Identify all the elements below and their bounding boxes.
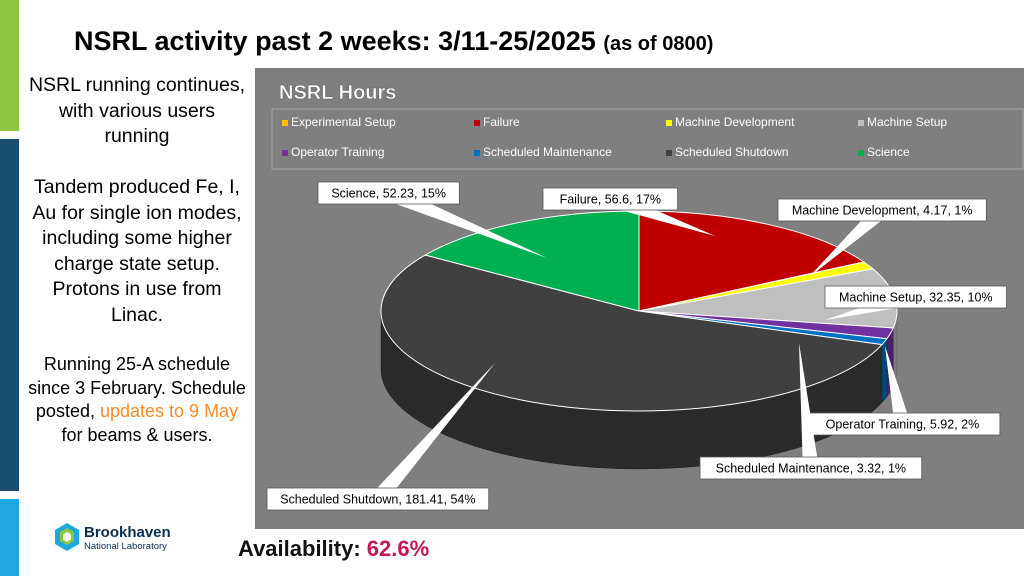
chart-legend: Experimental Setup Failure Machine Develop… [282, 115, 947, 159]
schedule-text-end: for beams & users. [61, 424, 213, 445]
legend-swatch-scheduled-maintenance [474, 150, 480, 156]
stripe-navy [0, 139, 19, 491]
pie-slices [380, 210, 898, 412]
callout-pointer-operator-training [885, 346, 911, 426]
callout-box-scheduled-shutdown [266, 487, 490, 511]
legend-label-machine-development: Machine Development [675, 115, 795, 129]
pie-slice-science [423, 210, 640, 312]
pie-chart-panel: NSRL Hours Experimental Setup Failure Mach… [255, 68, 1024, 529]
stripe-blue [0, 499, 19, 576]
availability-label: Availability: [238, 536, 361, 561]
availability-value: 62.6% [366, 536, 430, 561]
tandem-paragraph: Tandem produced Fe, I, Au for single ion… [32, 176, 242, 326]
title-suffix: (as of 0800) [603, 33, 714, 55]
logo-subtitle: National Laboratory [84, 541, 167, 552]
title-main: NSRL activity past 2 weeks: 3/11-25/2025 [74, 26, 596, 56]
legend-label-experimental-setup: Experimental Setup [291, 115, 396, 129]
data-label-machine-development: Machine Development, 4.17, 1% [792, 204, 973, 218]
pie-slice-scheduled-shutdown [380, 254, 883, 412]
legend-box [271, 108, 1024, 170]
data-label-scheduled-maintenance: Scheduled Maintenance, 3.32, 1% [716, 462, 906, 476]
callout-box-machine-development [777, 198, 987, 222]
pie-slice-failure [638, 210, 866, 312]
legend-swatch-experimental-setup [282, 120, 288, 126]
legend-label-machine-setup: Machine Setup [867, 115, 947, 129]
legend-label-science: Science [867, 145, 910, 159]
callout-box-failure [542, 187, 679, 211]
slide-title: NSRL activity past 2 weeks: 3/11-25/2025… [74, 26, 713, 57]
data-label-scheduled-shutdown: Scheduled Shutdown, 181.41, 54% [280, 493, 475, 507]
callout-pointer-scheduled-maintenance [799, 343, 819, 469]
accent-stripes [0, 0, 19, 576]
legend-label-failure: Failure [483, 115, 520, 129]
legend-swatch-science [858, 150, 864, 156]
callout-pointer-scheduled-shutdown [371, 363, 495, 505]
callout-box-scheduled-maintenance [699, 456, 923, 480]
brookhaven-logo: Brookhaven National Laboratory [54, 522, 204, 556]
pie-side-scheduled-maintenance [881, 338, 888, 404]
logo-name: Brookhaven [84, 524, 171, 541]
status-paragraph: NSRL running continues, with various use… [28, 74, 246, 147]
legend-swatch-machine-development [666, 120, 672, 126]
callout-pointer-machine-development [808, 204, 888, 278]
data-label-operator-training: Operator Training, 5.92, 2% [826, 418, 980, 432]
legend-swatch-machine-setup [858, 120, 864, 126]
data-label-machine-setup: Machine Setup, 32.35, 10% [839, 291, 993, 305]
legend-swatch-failure [474, 120, 480, 126]
legend-swatch-scheduled-shutdown [666, 150, 672, 156]
callout-box-machine-setup [824, 285, 1007, 309]
hexagon-logo-icon [55, 523, 79, 551]
availability: Availability: 62.6% [238, 536, 429, 562]
stripe-green [0, 0, 19, 131]
schedule-paragraph: Running 25-A schedule since 3 February. … [24, 353, 250, 447]
legend-swatch-operator-training [282, 150, 288, 156]
legend-label-scheduled-maintenance: Scheduled Maintenance [483, 145, 612, 159]
legend-label-scheduled-shutdown: Scheduled Shutdown [675, 145, 788, 159]
chart-title: NSRL Hours [279, 82, 396, 104]
data-label-science: Science, 52.23, 15% [331, 187, 446, 201]
callout-box-science [317, 181, 460, 205]
data-label-failure: Failure, 56.6, 17% [560, 193, 661, 207]
legend-label-operator-training: Operator Training [291, 145, 384, 159]
pie-data-labels: Failure, 56.6, 17% Machine Development, 4… [266, 181, 1007, 511]
schedule-updates-link[interactable]: updates to 9 May [99, 401, 239, 421]
schedule-text: Running 25-A schedule since 3 February. … [28, 354, 246, 421]
pie-chart: NSRL Hours Experimental Setup Failure Mach… [266, 82, 1024, 511]
